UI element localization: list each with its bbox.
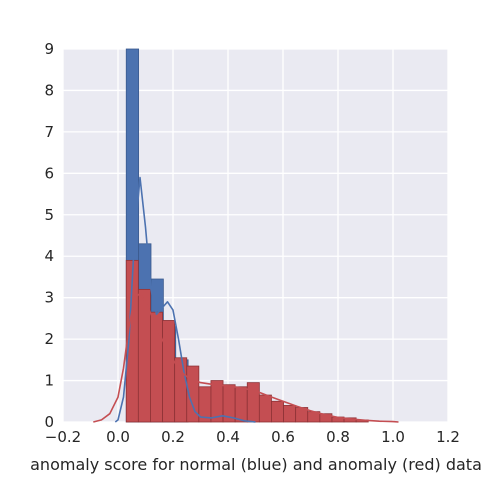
density-curves	[93, 176, 399, 423]
y-tick-labels: 0 1 2 3 4 5 6 7 8 9	[44, 40, 54, 431]
histogram-bar	[234, 386, 248, 423]
red-density-line	[93, 292, 399, 423]
y-tick-label: 8	[44, 81, 54, 99]
y-tick-label: 5	[44, 206, 54, 224]
y-tick-label: 7	[44, 123, 54, 141]
y-tick-label: 6	[44, 164, 54, 182]
x-axis-label: anomaly score for normal (blue) and anom…	[30, 455, 482, 474]
y-tick-label: 0	[44, 413, 54, 431]
x-tick-label: 0.0	[106, 428, 130, 446]
y-tick-label: 1	[44, 372, 54, 390]
y-tick-label: 2	[44, 330, 54, 348]
x-tick-label: 0.2	[161, 428, 185, 446]
red-histogram	[125, 259, 369, 423]
y-tick-label: 3	[44, 289, 54, 307]
y-tick-label: 4	[44, 247, 54, 265]
histogram-bar	[271, 400, 284, 423]
x-tick-label: 0.4	[216, 428, 240, 446]
histogram-bar	[258, 394, 272, 423]
blue-density-line	[114, 176, 256, 423]
y-tick-label: 9	[44, 40, 54, 58]
x-tick-label: 0.6	[271, 428, 295, 446]
histogram-bar	[246, 382, 260, 423]
plot-background	[63, 49, 448, 422]
histogram-bar	[174, 357, 188, 423]
x-tick-labels: −0.2 0.0 0.2 0.4 0.6 0.8 1.0 1.2	[45, 428, 460, 446]
x-tick-label: 1.2	[436, 428, 460, 446]
histogram-bar	[162, 320, 176, 423]
x-tick-label: 0.8	[326, 428, 350, 446]
x-tick-label: −0.2	[45, 428, 81, 446]
histogram-bar	[283, 405, 297, 423]
x-tick-label: 1.0	[381, 428, 405, 446]
